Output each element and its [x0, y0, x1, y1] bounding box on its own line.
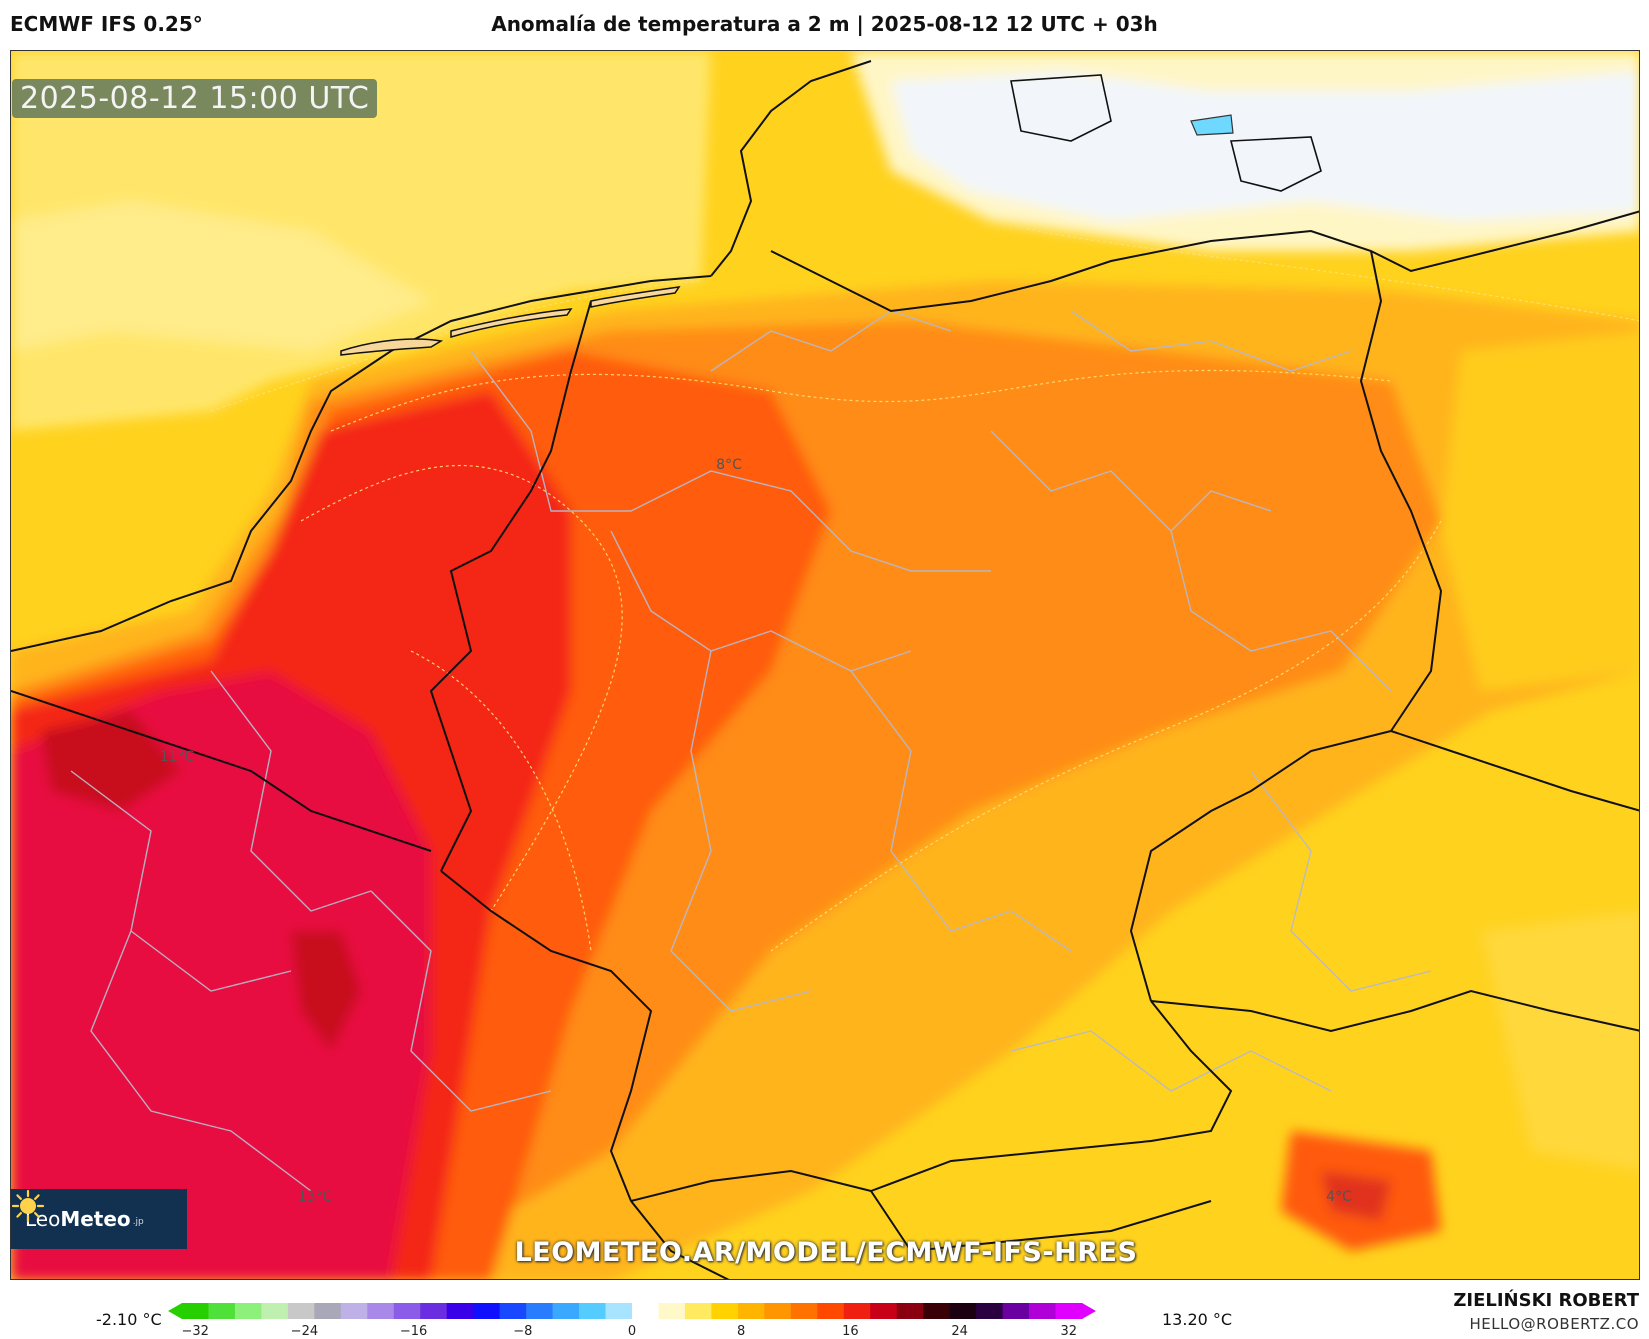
alps-east-yellow: [1481, 911, 1639, 1171]
spot-dark-red-a: [291, 931, 361, 1051]
map-canvas: [11, 51, 1639, 1279]
colorbar-tick-label: 16: [842, 1324, 859, 1339]
north-sea-band: [11, 201, 431, 351]
model-name: ECMWF IFS 0.25°: [10, 12, 203, 36]
colorbar-cell: [737, 1303, 765, 1319]
baltic-white: [891, 71, 1639, 221]
colorbar-cell: [499, 1303, 527, 1319]
colorbar-tick-label: 0: [627, 1324, 637, 1339]
colorbar-tick-label: 32: [1060, 1324, 1078, 1339]
border-de-pl: [1359, 250, 1443, 732]
colorbar-cell: [420, 1303, 448, 1319]
sun-icon: [11, 1189, 45, 1223]
border-de-at: [870, 1000, 1233, 1192]
valid-time-badge: 2025-08-12 15:00 UTC: [12, 79, 378, 118]
spot-dark-red-c: [1321, 1171, 1391, 1221]
zone-crimson: [11, 671, 431, 1279]
temperature-label-southeast: 4°C: [1326, 1189, 1352, 1205]
colorbar-cell: [1029, 1303, 1057, 1319]
coastline-baltic: [770, 210, 1639, 313]
colorbar-tick-label: 8: [737, 1324, 746, 1339]
colorbar-max-value: 13.20 °C: [1162, 1310, 1233, 1329]
border-de-cz: [1129, 730, 1392, 1002]
border-de-fr: [440, 870, 653, 1202]
region-borders: [70, 310, 1432, 1192]
colorbar-cell: [1055, 1303, 1083, 1319]
author-name: ZIELIŃSKI ROBERT: [1453, 1290, 1639, 1311]
colorbar-tick-label: −24: [290, 1324, 319, 1339]
colorbar-cell: [208, 1303, 236, 1319]
leometeo-logo[interactable]: Leo Meteo .jp: [11, 1189, 187, 1249]
border-be-fr: [11, 690, 432, 852]
colorbar-cell: [473, 1303, 501, 1319]
temperature-label-west: 11°C: [159, 749, 195, 765]
colorbar-cell: [976, 1303, 1004, 1319]
colorbar-cell: [393, 1303, 421, 1319]
colorbar-extend-low: [168, 1303, 182, 1319]
colorbar-extend-high: [1082, 1303, 1096, 1319]
colorbar-cell: [764, 1303, 792, 1319]
baltic-islands: [1010, 74, 1322, 192]
colorbar-cell: [234, 1303, 263, 1319]
colorbar-tick-label: −8: [513, 1324, 533, 1339]
border-cz-sk: [1390, 730, 1639, 812]
border-at-sk: [1150, 989, 1639, 1033]
colorbar-cell: [790, 1303, 818, 1319]
colorbar-cell: [340, 1303, 368, 1319]
colorbar-cell: [261, 1303, 289, 1319]
border-ch-it: [630, 1200, 730, 1279]
author-email[interactable]: HELLO@ROBERTZ.CO: [1469, 1315, 1639, 1333]
colorbar-cell: [843, 1303, 871, 1319]
anomaly-fill-layers: [11, 51, 1639, 1279]
colorbar-cell: [367, 1303, 395, 1319]
colorbar-cell: [182, 1303, 210, 1319]
east-yellow: [1441, 331, 1639, 691]
colorbar-min-value: -2.10 °C: [96, 1310, 162, 1329]
colorbar-cell: [579, 1303, 607, 1319]
colorbar-cell: [817, 1303, 845, 1319]
colorbar-cell: [870, 1303, 898, 1319]
logo-text-sub: .jp: [132, 1217, 144, 1227]
temperature-label-north: 8°C: [716, 457, 742, 473]
colorbar-cell: [314, 1303, 342, 1319]
border-at-it: [870, 1190, 1212, 1253]
colorbar-cell: [552, 1303, 580, 1319]
temperature-anomaly-map[interactable]: 2025-08-12 15:00 UTC 8°C 11°C 13°C 4°C L…: [10, 50, 1640, 1280]
colorbar-cell: [923, 1303, 951, 1319]
border-nl-de: [429, 300, 592, 872]
colorbar: [168, 1303, 1096, 1319]
colorbar-cell: [658, 1303, 686, 1319]
colorbar-cell: [1002, 1303, 1030, 1319]
colorbar-tick-label: −32: [181, 1324, 209, 1339]
colorbar-tick-label: 24: [951, 1324, 968, 1339]
colorbar-cell: [632, 1303, 660, 1319]
colorbar-cell: [605, 1303, 633, 1319]
islands: [340, 286, 681, 356]
country-borders-and-coasts: [11, 60, 1639, 1279]
colorbar-cell: [684, 1303, 713, 1319]
colorbar-cell: [287, 1303, 315, 1319]
coastline-denmark: [710, 60, 872, 277]
colorbar-tick-label: −16: [399, 1324, 428, 1339]
coastline-netherlands: [11, 275, 712, 652]
border-de-ch: [630, 1169, 872, 1202]
map-title: Anomalía de temperatura a 2 m | 2025-08-…: [491, 12, 1158, 36]
colorbar-cell: [526, 1303, 554, 1319]
colorbar-cell: [711, 1303, 739, 1319]
colorbar-cell: [896, 1303, 924, 1319]
temperature-label-southwest: 13°C: [297, 1189, 333, 1205]
source-url-watermark: LEOMETEO.AR/MODEL/ECMWF-IFS-HRES: [514, 1237, 1138, 1268]
logo-text-bold: Meteo: [60, 1207, 131, 1231]
colorbar-cell: [949, 1303, 977, 1319]
colorbar-cell: [446, 1303, 474, 1319]
